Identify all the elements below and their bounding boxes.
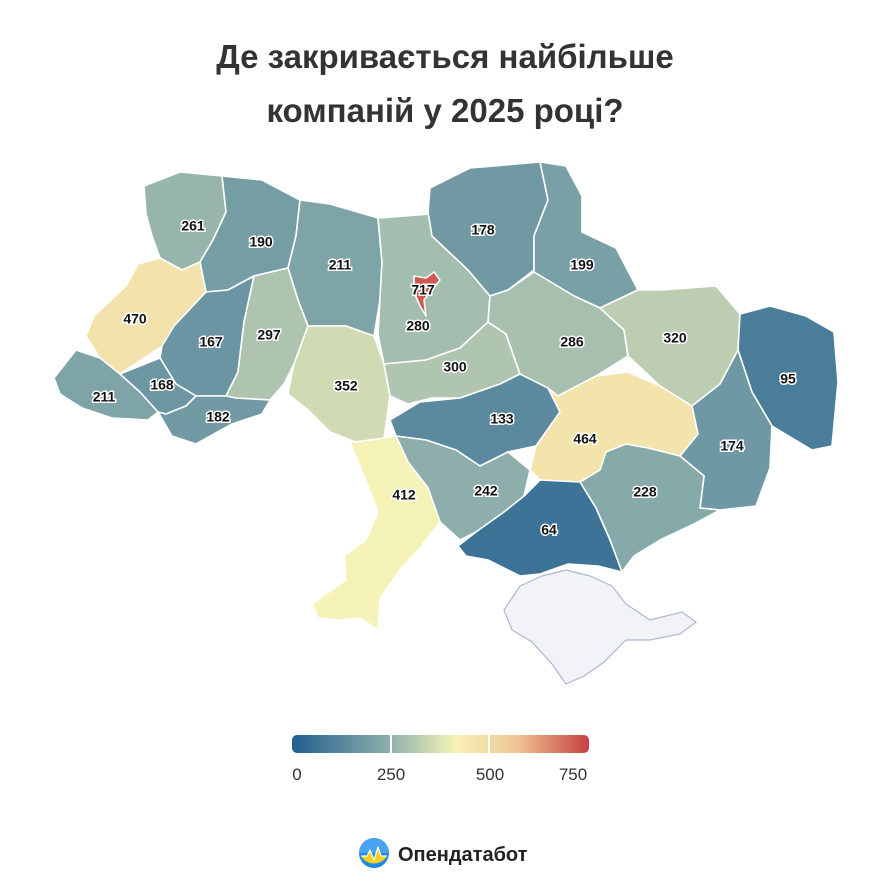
region-value-label-ternopil: 167 xyxy=(199,334,223,350)
region-kherson xyxy=(457,479,623,577)
title-line-2: компаній у 2025 році? xyxy=(266,92,624,129)
legend-tick-500: 500 xyxy=(475,765,505,784)
region-chernivtsi xyxy=(157,395,271,445)
region-value-label-mykolaiv: 242 xyxy=(474,483,498,499)
region-value-label-sumy: 199 xyxy=(570,257,594,273)
opendatabot-sun-logo-icon xyxy=(358,837,390,874)
region-value-label-dnipropetrovsk: 464 xyxy=(573,431,597,447)
legend-divider xyxy=(488,735,490,753)
region-crimea xyxy=(503,569,698,685)
region-odesa xyxy=(311,435,441,631)
title-line-1: Де закривається найбільше xyxy=(216,38,674,75)
legend-divider xyxy=(390,735,392,753)
region-value-label-zakarpattia: 211 xyxy=(93,389,116,405)
map-title: Де закривається найбільше компаній у 202… xyxy=(0,30,890,138)
brand-footer: Опендатабот xyxy=(358,837,528,874)
region-value-label-cherkasy: 300 xyxy=(443,359,467,375)
region-value-label-volyn: 261 xyxy=(181,218,205,234)
legend-gradient-bar xyxy=(292,735,589,753)
region-khmelnytskyi xyxy=(225,267,309,401)
region-value-label-kharkiv: 320 xyxy=(663,330,687,346)
region-value-label-lviv: 470 xyxy=(123,311,147,327)
brand-name: Опендатабот xyxy=(398,843,528,866)
region-value-label-zaporizhzhia: 228 xyxy=(633,484,657,500)
region-value-label-vinnytsia: 352 xyxy=(334,378,358,394)
region-value-label-kirovohrad: 133 xyxy=(490,411,514,427)
region-kyiv-city xyxy=(413,271,441,317)
region-value-label-poltava: 286 xyxy=(560,334,584,350)
region-value-label-odesa: 412 xyxy=(392,487,416,503)
region-value-label-kherson: 64 xyxy=(541,522,557,538)
region-value-label-rivne: 190 xyxy=(249,234,273,250)
legend-tick-750: 750 xyxy=(558,765,588,784)
region-value-label-chernivtsi: 182 xyxy=(206,409,230,425)
region-value-label-chernihiv: 178 xyxy=(471,222,495,238)
region-value-label-luhansk: 95 xyxy=(780,371,796,387)
region-chernihiv xyxy=(427,161,549,297)
region-value-label-donetsk: 174 xyxy=(720,438,744,454)
region-value-label-kyiv-city: 717 xyxy=(411,282,435,298)
legend-tick-0: 0 xyxy=(292,765,302,784)
region-value-label-kyiv-region: 280 xyxy=(406,318,430,334)
color-legend xyxy=(292,735,589,753)
region-value-label-ivano-frankivsk: 168 xyxy=(150,377,174,393)
region-value-label-zhytomyr: 211 xyxy=(329,257,352,273)
region-value-label-khmelnytskyi: 297 xyxy=(257,327,281,343)
legend-tick-250: 250 xyxy=(376,765,406,784)
